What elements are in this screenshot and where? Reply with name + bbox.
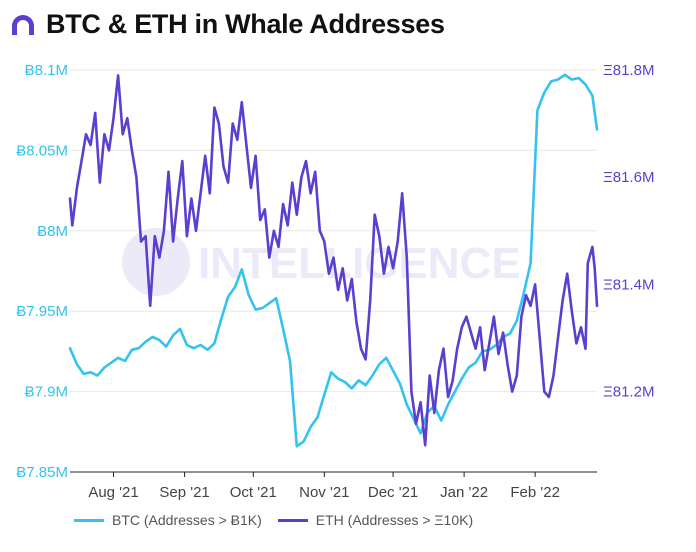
y-left-tick-label-1: Ƀ7.9M [25,384,68,401]
y-right-tick-label-0: Ξ81.2M [603,384,654,401]
chart-header: BTC & ETH in Whale Addresses [8,6,445,42]
x-tick-label-4: Dec '21 [368,484,418,501]
y-left-tick-label-0: Ƀ7.85M [16,464,68,481]
legend-swatch-eth [277,518,308,522]
chart-title: BTC & ETH in Whale Addresses [46,8,445,39]
series-line-btc [68,73,599,448]
kaiko-logo-icon [12,15,34,35]
watermark-text: INTELLIGENCE [198,239,521,288]
legend-item-eth[interactable]: ETH (Addresses > Ξ10K) [277,512,474,528]
legend-label-btc: BTC (Addresses > Ƀ1K) [112,512,262,528]
chart-legend: BTC (Addresses > Ƀ1K) ETH (Addresses > Ξ… [74,512,489,528]
y-right-tick-label-3: Ξ81.8M [603,62,654,79]
legend-label-eth: ETH (Addresses > Ξ10K) [315,512,474,528]
y-left-tick-label-5: Ƀ8.1M [25,62,68,79]
y-right-tick-label-2: Ξ81.6M [603,169,654,186]
legend-swatch-btc [74,518,104,522]
series-line-eth [68,74,599,447]
x-tick-label-3: Nov '21 [299,484,349,501]
y-left-tick-label-4: Ƀ8.05M [16,142,68,159]
x-tick-label-2: Oct '21 [230,484,277,501]
legend-item-btc[interactable]: BTC (Addresses > Ƀ1K) [74,512,262,528]
y-left-tick-label-2: Ƀ7.95M [16,303,68,320]
y-left-tick-label-3: Ƀ8M [37,223,68,240]
x-tick-label-1: Sep '21 [159,484,209,501]
x-tick-label-0: Aug '21 [88,484,138,501]
x-tick-label-6: Feb '22 [510,484,560,501]
y-right-tick-label-1: Ξ81.4M [603,276,654,293]
x-tick-label-5: Jan '22 [440,484,488,501]
watermark-logo-icon [122,228,190,296]
